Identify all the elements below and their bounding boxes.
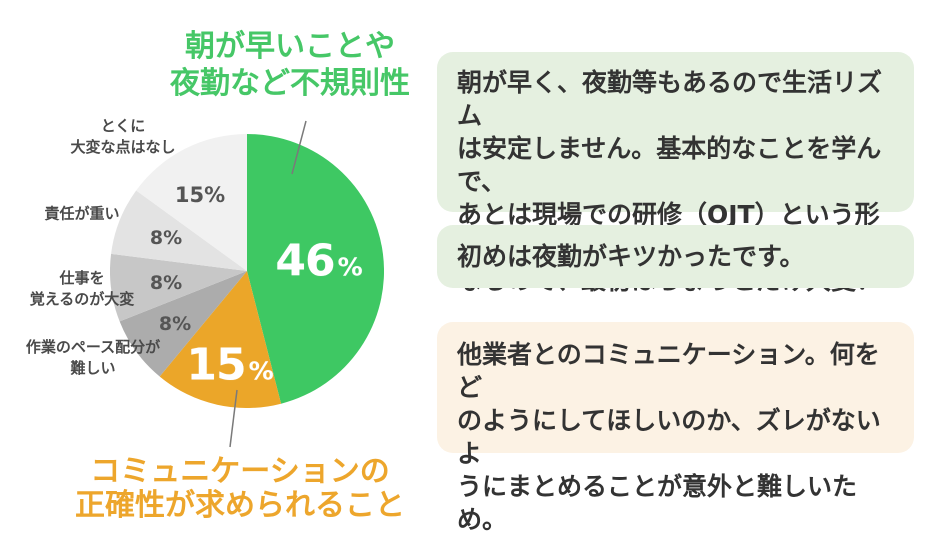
pie-slice [110,253,247,322]
slice-label-no-difficulty: とくに 大変な点はなし [70,117,176,156]
green-percentage-number: 46 [275,235,335,287]
slice-label-pace: 作業のペース配分が 難しい [25,338,161,377]
pie-chart [110,134,384,408]
slice-pct-pace: 8% [158,313,192,335]
orange-slice-title: コミュニケーションの 正確性が求められること [75,454,405,523]
pie-slice [119,271,247,377]
orange-percentage-number: 15 [186,339,246,391]
green-percentage-symbol: % [337,252,363,282]
pie-slice [136,134,247,271]
slice-label-learning: 仕事を 覚えるのが大変 [29,269,135,308]
pie-slice [111,190,247,271]
slice-pct-no-difficulty: 15% [174,183,226,207]
slice-label-responsibility: 責任が重い [44,204,120,223]
slice-pct-responsibility: 8% [149,227,183,249]
green-slice-title: 朝が早いことや 夜勤など不規則性 [170,29,410,101]
orange-percentage-symbol: % [248,356,274,386]
comment-box-morning-shift: 朝が早く、夜勤等もあるので生活リズム は安定しません。基本的なことを学んで、 あ… [437,52,914,295]
green-slice-percentage: 46 % [275,236,362,287]
orange-slice-percentage: 15 % [186,340,273,391]
comment-box-night-shift: 初めは夜勤がキツかったです。 [437,225,914,288]
comment-box-communication: 他業者とのコミュニケーション。何をど のようにしてほしいのか、ズレがないよ うに… [437,322,914,534]
pie-slice [159,271,282,408]
slice-pct-learning: 8% [149,272,183,294]
pie-slice [247,134,384,404]
